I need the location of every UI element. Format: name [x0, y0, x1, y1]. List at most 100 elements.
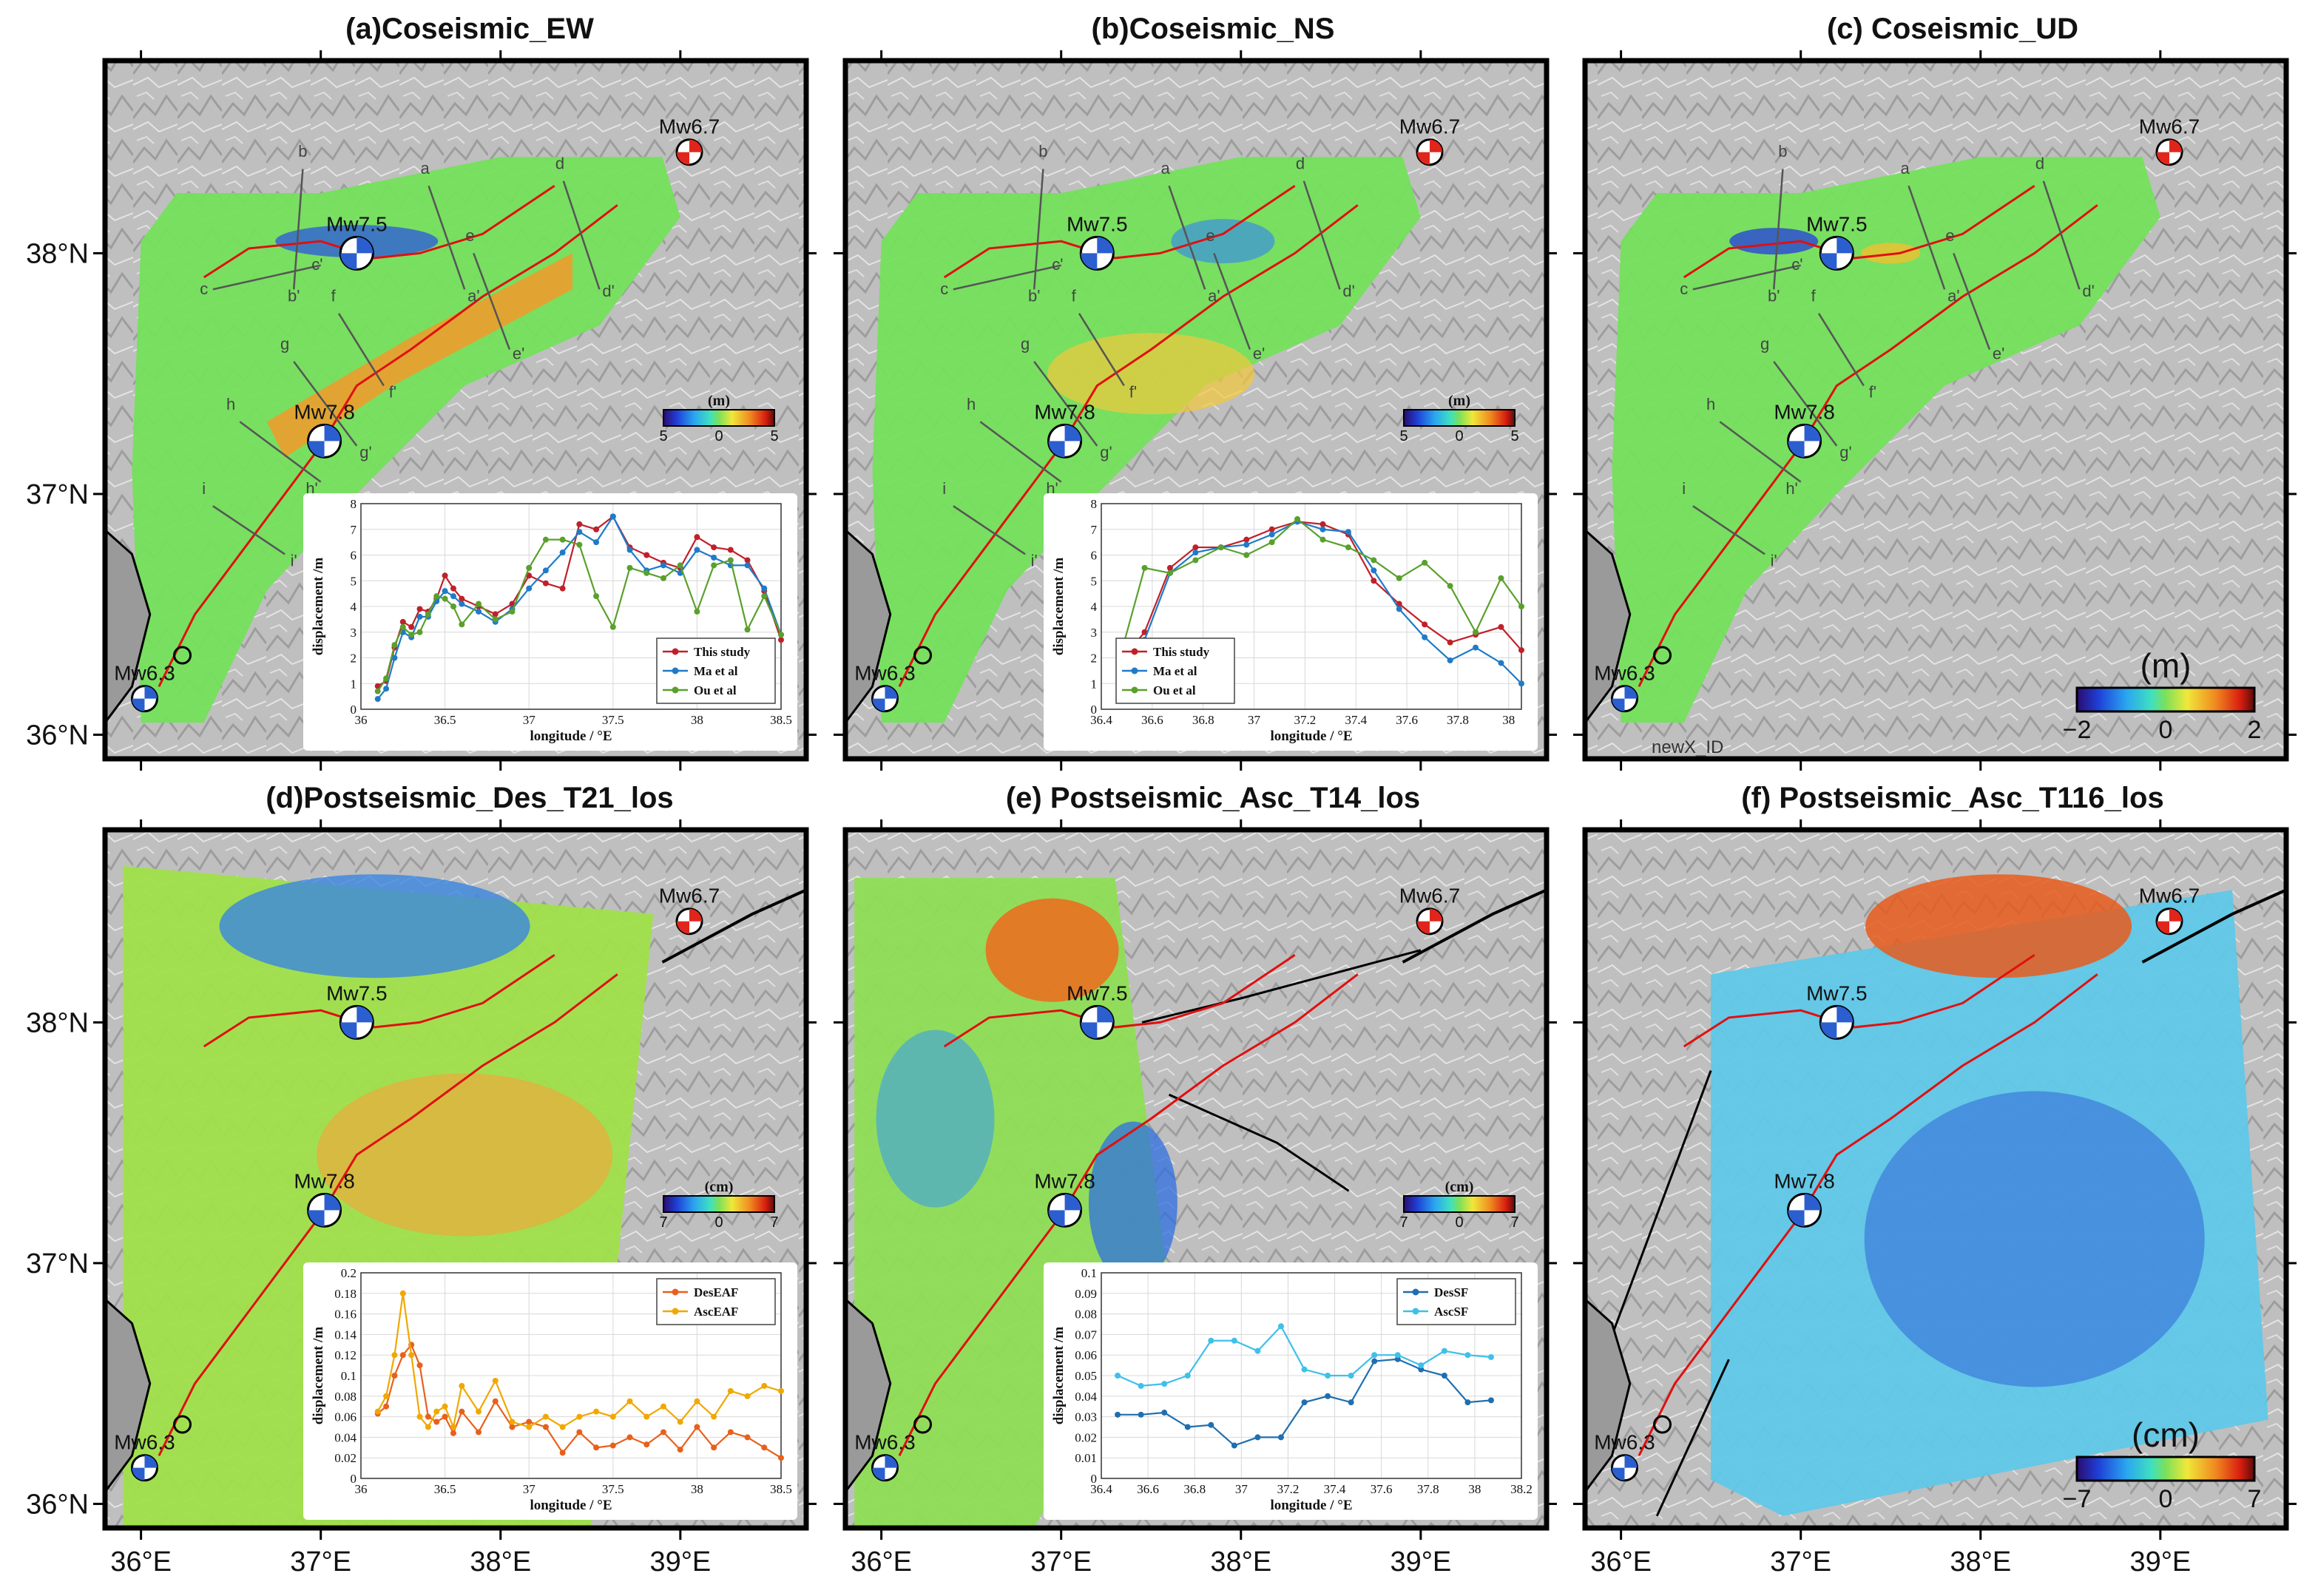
- legend-box: [1396, 1278, 1516, 1325]
- data-point: [383, 686, 390, 692]
- beachball-mw63[interactable]: [871, 1454, 899, 1482]
- x-tick-label: 37.4: [1324, 1482, 1346, 1496]
- data-point: [609, 623, 616, 630]
- legend: DesEAF AscEAF: [656, 1278, 776, 1325]
- beachball-mw63[interactable]: [130, 685, 158, 713]
- data-point: [1371, 1352, 1378, 1359]
- plot-area: [1101, 1272, 1522, 1479]
- data-point: [1345, 544, 1351, 551]
- data-point: [778, 1387, 784, 1394]
- data-point: [576, 521, 583, 527]
- x-tick-label: 37.2: [1277, 1482, 1300, 1496]
- data-point: [476, 608, 482, 615]
- x-axis-label: longitude / °E: [1270, 728, 1352, 744]
- rupture-trace-eaf: [158, 973, 618, 1457]
- anomaly-positive: [317, 1073, 613, 1237]
- beachball-mw75[interactable]: [339, 235, 374, 271]
- data-point: [416, 613, 423, 620]
- data-point: [1268, 526, 1275, 532]
- profile-label: g': [359, 443, 371, 461]
- beachball-mw67[interactable]: [1416, 907, 1444, 936]
- series-ou-et-al: [374, 536, 784, 694]
- x-tick-label: 36.8: [1183, 1482, 1206, 1496]
- beachball-mw63[interactable]: [130, 1454, 158, 1482]
- data-point: [1141, 629, 1148, 635]
- beachball-mw67[interactable]: [675, 138, 703, 166]
- beachball-quadrant: [1081, 253, 1098, 270]
- beachball-mw63[interactable]: [1610, 685, 1638, 713]
- y-tick-label: 0.2: [341, 1266, 357, 1280]
- y-tick-label: 0.01: [1075, 1451, 1097, 1465]
- beachball-quadrant: [872, 698, 885, 711]
- beachball-mw75[interactable]: [1079, 235, 1115, 271]
- profile-label: c': [1052, 255, 1063, 274]
- y-tick-label: 0.04: [1075, 1390, 1097, 1404]
- x-tick-label: 37°E: [290, 1546, 351, 1578]
- data-point: [576, 1429, 583, 1436]
- x-tick-label: 36.4: [1090, 713, 1112, 727]
- data-point: [1418, 1366, 1425, 1373]
- legend-marker: [1412, 1308, 1419, 1315]
- beachball-mw75[interactable]: [339, 1004, 374, 1040]
- colorbar-unit: (m): [1448, 393, 1470, 409]
- beachball-quadrant: [1624, 686, 1638, 699]
- data-point: [1371, 578, 1377, 584]
- data-point: [694, 534, 700, 541]
- earthquake-label: Mw7.5: [1067, 981, 1127, 1004]
- earthquake-label: Mw6.3: [1594, 662, 1655, 685]
- beachball-mw63[interactable]: [871, 685, 899, 713]
- beachball-mw78[interactable]: [1047, 423, 1083, 459]
- profile-label: d: [555, 154, 564, 172]
- earthquake-label: Mw7.5: [326, 981, 387, 1004]
- colorbar: (cm) 7 0 7: [659, 1179, 778, 1231]
- y-tick-label: 36°N: [26, 720, 89, 751]
- beachball-quadrant: [1804, 1194, 1821, 1211]
- beachball-mw78[interactable]: [1047, 1192, 1083, 1228]
- beachball-mw78[interactable]: [307, 423, 342, 459]
- beachball-mw67[interactable]: [675, 907, 703, 936]
- beachball-mw78[interactable]: [1787, 1192, 1822, 1228]
- x-tick-label: 37.2: [1294, 713, 1317, 727]
- data-point: [609, 1413, 616, 1420]
- data-point: [391, 1373, 398, 1379]
- profile-label: h': [305, 479, 317, 498]
- y-tick-label: 0.08: [334, 1390, 357, 1404]
- beachball-mw75[interactable]: [1079, 1004, 1115, 1040]
- data-point: [450, 593, 456, 600]
- beachball-mw78[interactable]: [307, 1192, 342, 1228]
- beachball-mw75[interactable]: [1819, 235, 1854, 271]
- inset-background: [1044, 1262, 1538, 1520]
- data-point: [383, 1403, 390, 1410]
- y-tick-label: 0.14: [334, 1328, 357, 1342]
- beachball-mw67[interactable]: [1416, 138, 1444, 166]
- beachball-mw67[interactable]: [2155, 907, 2183, 936]
- series-deseaf: [374, 1342, 784, 1461]
- x-tick-label: 38: [691, 1482, 703, 1496]
- data-point: [391, 655, 398, 661]
- profile-label: h: [967, 395, 976, 413]
- x-tick-label: 37°E: [1030, 1546, 1092, 1578]
- inset-chart: 0 1 2 3 4 5 6 7 8 36 36.5 37 37.5 38 38.5 longitude / °…: [303, 493, 797, 751]
- x-tick-label: 38: [1502, 713, 1515, 727]
- data-point: [643, 1413, 650, 1420]
- beachball-mw75[interactable]: [1819, 1004, 1854, 1040]
- profile-label: a: [421, 159, 430, 177]
- data-point: [761, 593, 768, 600]
- beachball-quadrant: [1788, 441, 1805, 458]
- colorbar: (m) 5 0 5: [659, 393, 778, 444]
- y-tick-label: 37°N: [26, 479, 89, 510]
- data-point: [1396, 575, 1402, 581]
- data-point: [593, 1408, 600, 1415]
- x-tick-label: 36.5: [434, 713, 456, 727]
- x-tick-label: 37: [1235, 1482, 1248, 1496]
- beachball-mw78[interactable]: [1787, 423, 1822, 459]
- profile-line: [292, 169, 304, 290]
- beachball-mw63[interactable]: [1610, 1454, 1638, 1482]
- data-point: [476, 1408, 482, 1415]
- x-tick-label: 38°E: [1210, 1546, 1271, 1578]
- beachball-mw67[interactable]: [2155, 138, 2183, 166]
- x-tick-label: 37.5: [602, 713, 624, 727]
- x-tick-label: 36°E: [851, 1546, 912, 1578]
- data-point: [761, 585, 768, 592]
- y-tick-label: 0.06: [334, 1410, 357, 1424]
